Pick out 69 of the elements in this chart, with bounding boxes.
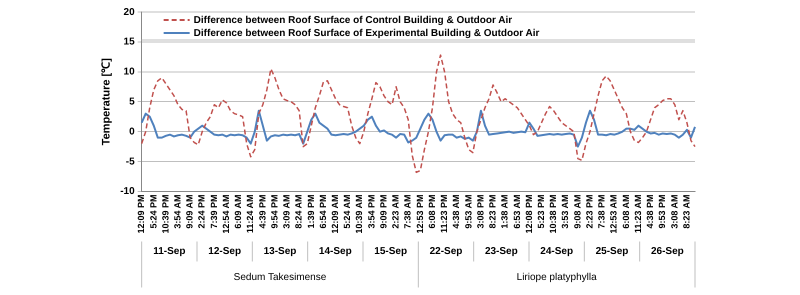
- x-tick-label: 2:23 AM: [390, 194, 401, 229]
- text: 22-Sep: [430, 246, 462, 258]
- y-tick-label: 15: [124, 36, 136, 48]
- text: 25-Sep: [596, 246, 628, 258]
- x-tick-label: 12:53 PM: [414, 194, 425, 234]
- text: 24-Sep: [540, 246, 574, 258]
- text: 13-Sep: [264, 246, 296, 258]
- x-tick-label: 8:24 AM: [294, 194, 304, 229]
- x-tick-label: 9:53 PM: [657, 194, 668, 228]
- x-tick-label: 10:39 PM: [160, 194, 170, 234]
- x-tick-label: 3:54 PM: [366, 194, 376, 228]
- text: 12-Sep: [208, 246, 242, 258]
- y-tick-label: -5: [126, 156, 136, 168]
- text: 11-Sep: [153, 246, 186, 258]
- y-tick-label: 5: [129, 96, 136, 108]
- x-tick-label: 7:39 PM: [208, 194, 219, 228]
- x-tick-label: 6:08 PM: [426, 194, 437, 228]
- x-tick-label: 3:09 AM: [282, 194, 292, 229]
- x-tick-label: 3:08 PM: [475, 194, 486, 228]
- x-tick-label: 5:24 AM: [342, 194, 352, 229]
- x-tick-label: 11:23 PM: [439, 194, 450, 234]
- x-tick-label: 11:24 AM: [245, 194, 256, 234]
- x-tick-label: 8:23 AM: [681, 194, 692, 229]
- x-tick-label: 7:38 PM: [596, 194, 607, 228]
- x-tick-label: 12:09 PM: [136, 194, 146, 234]
- y-axis-title: Temperature [℃]: [100, 58, 113, 146]
- text: Liriope platyphylla: [516, 272, 598, 284]
- x-tick-label: 6:54 PM: [318, 194, 328, 228]
- x-tick-label: 1:38 AM: [500, 194, 510, 229]
- x-tick-label: 11:23 AM: [632, 194, 643, 234]
- x-tick-label: 2:24 PM: [196, 194, 207, 228]
- x-tick-label: 6:09 AM: [233, 194, 244, 229]
- x-tick-label: 4:38 AM: [451, 194, 462, 229]
- x-tick-label: 5:23 PM: [536, 194, 546, 228]
- x-tick-label: 9:53 AM: [463, 194, 474, 229]
- text: 15-Sep: [374, 246, 408, 258]
- text: 14-Sep: [318, 246, 352, 258]
- line-series: [140, 54, 696, 174]
- x-tick-label: 9:08 AM: [572, 194, 582, 229]
- x-tick-label: 7:38 AM: [402, 194, 413, 229]
- x-tick-label: 12:54 AM: [220, 194, 231, 234]
- x-tick-label: 2:23 PM: [584, 194, 594, 228]
- x-tick-label: 10:38 PM: [548, 194, 558, 234]
- text: 26-Sep: [650, 246, 684, 258]
- x-tick-label: 8:23 PM: [488, 194, 498, 228]
- x-tick-label: 9:09 AM: [184, 194, 195, 229]
- x-tick-label: 9:09 PM: [378, 194, 388, 228]
- x-tick-label: 6:53 AM: [512, 194, 522, 229]
- legend-label: Difference between Roof Surface of Experimental Building & Outdoor Air: [194, 28, 540, 39]
- x-tick-label: 3:53 AM: [560, 194, 570, 229]
- x-tick-label: 3:54 AM: [172, 194, 182, 229]
- y-tick-label: -10: [120, 186, 136, 198]
- y-tick-label: 10: [124, 66, 136, 78]
- x-tick-label: 4:39 PM: [257, 194, 268, 228]
- legend-label: Difference between Roof Surface of Control Building & Outdoor Air: [194, 14, 512, 26]
- x-tick-label: 3:08 AM: [669, 194, 680, 229]
- x-tick-label: 12:09 AM: [330, 194, 340, 234]
- x-tick-label: 4:38 PM: [645, 194, 656, 228]
- text: Sedum Takesimense: [234, 272, 327, 284]
- text: 23-Sep: [484, 246, 518, 258]
- x-tick-label: 12:53 AM: [608, 194, 619, 234]
- x-tick-label: 5:24 PM: [148, 194, 158, 228]
- x-tick-label: 6:08 AM: [620, 194, 631, 229]
- x-tick-label: 12:08 PM: [524, 194, 534, 234]
- y-tick-label: 20: [124, 6, 136, 18]
- y-tick-label: 0: [129, 126, 136, 138]
- x-tick-label: 10:39 AM: [354, 194, 364, 234]
- x-tick-label: 1:39 PM: [306, 194, 316, 228]
- x-tick-label: 9:54 PM: [269, 194, 280, 228]
